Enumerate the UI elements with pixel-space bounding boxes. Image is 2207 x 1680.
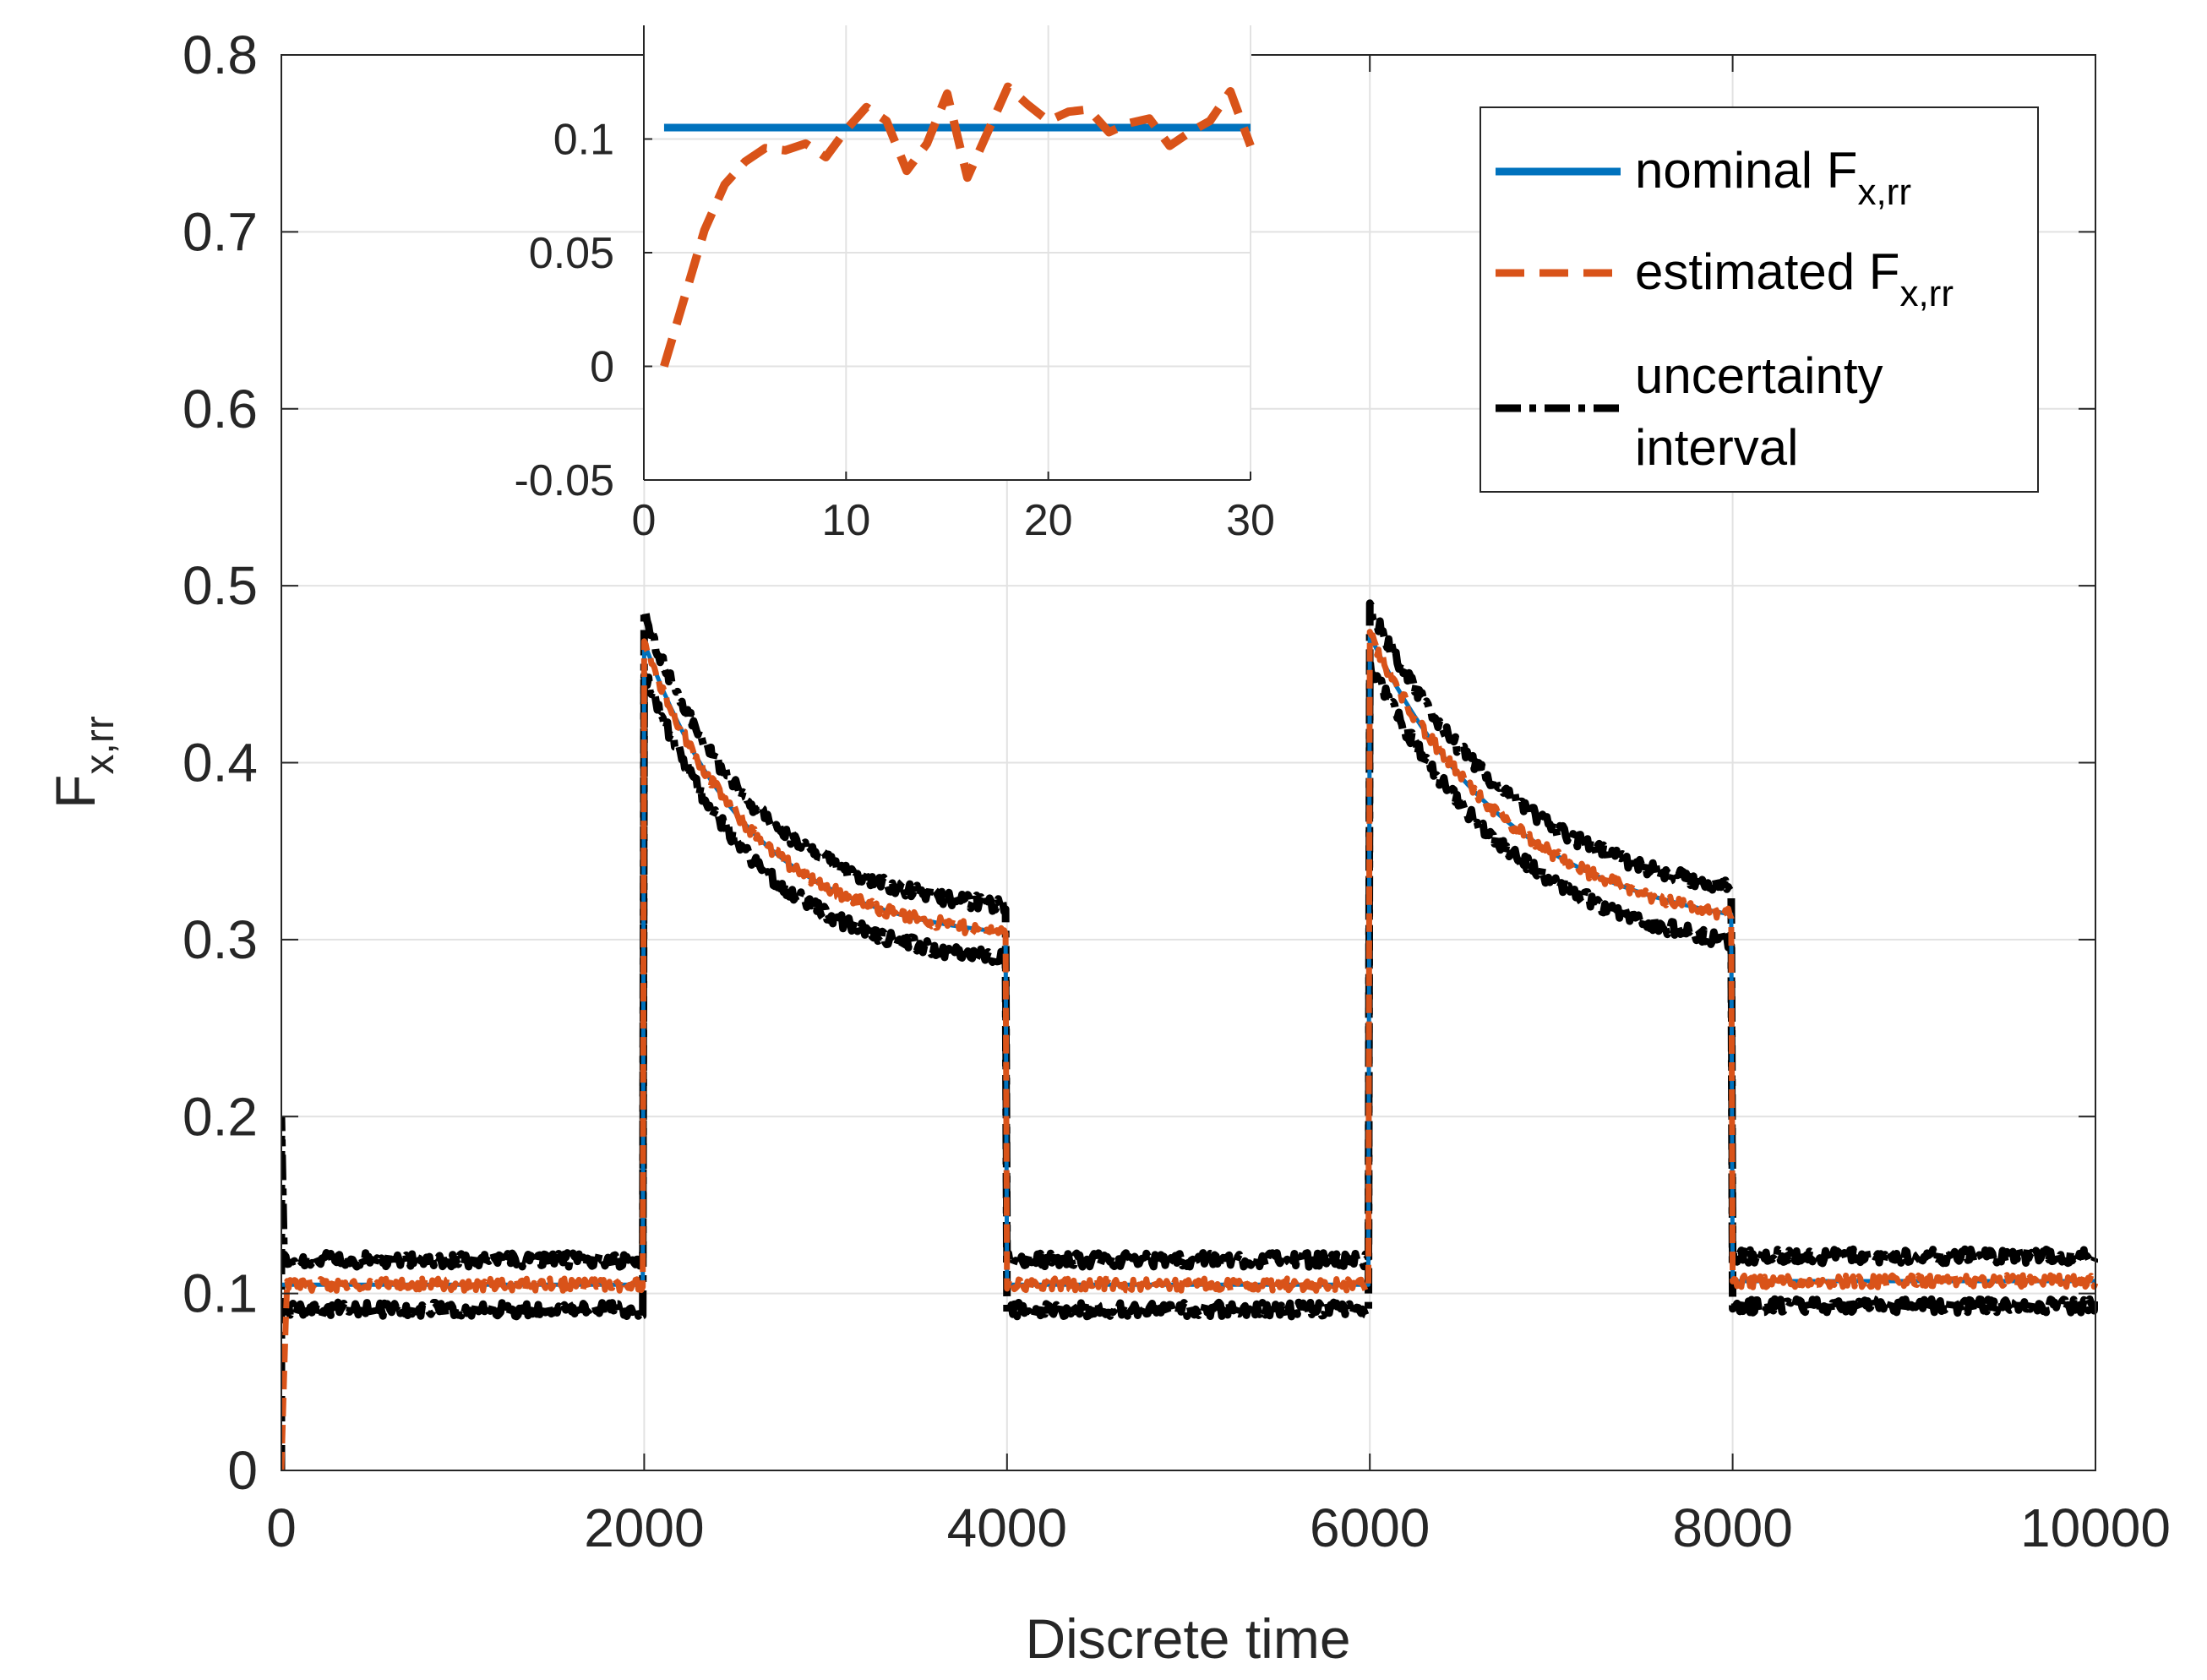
main-y-tick-label: 0.4 [183, 733, 258, 794]
series-uncertainty-upper [281, 599, 2098, 1271]
main-x-tick-labels: 0 2000 4000 6000 8000 10000 [266, 1497, 2171, 1558]
main-y-tick-label: 0.3 [183, 909, 258, 970]
main-y-tick-label: 0.6 [183, 379, 258, 439]
legend: nominal Fx,rr estimated Fx,rr uncertaint… [1480, 106, 2039, 493]
y-axis-title: Fx,rr [44, 716, 123, 809]
main-series-group [281, 599, 2098, 1471]
inset-x-tick-label: 0 [632, 496, 657, 545]
main-x-tick-label: 6000 [1310, 1497, 1430, 1558]
series-estimated [281, 629, 2098, 1471]
legend-label-estimated-main: estimated F [1635, 243, 1899, 300]
main-y-tick-label: 0.1 [183, 1263, 258, 1324]
legend-label-estimated: estimated Fx,rr [1635, 243, 1954, 314]
legend-label-nominal-sub: x,rr [1857, 172, 1911, 213]
y-axis-title-main: F [44, 774, 106, 808]
y-axis-title-sub: x,rr [78, 716, 123, 774]
inset-ticks [643, 138, 1251, 481]
x-axis-title: Discrete time [1025, 1607, 1350, 1670]
main-y-tick-label: 0.5 [183, 555, 258, 616]
main-x-tick-label: 2000 [584, 1497, 704, 1558]
main-x-tick-label: 10000 [2020, 1497, 2171, 1558]
inset-y-tick-label: -0.05 [514, 456, 614, 505]
main-y-tick-label: 0.7 [183, 201, 258, 262]
legend-label-uncertainty-line2: interval [1635, 419, 1798, 476]
legend-label-nominal-main: nominal F [1635, 142, 1857, 199]
inset-x-tick-label: 20 [1024, 496, 1073, 545]
inset-y-tick-labels: -0.05 0 0.05 0.1 [514, 116, 614, 506]
main-x-tick-label: 0 [266, 1497, 297, 1558]
inset-series-group [660, 82, 1255, 368]
inset-x-tick-label: 30 [1226, 496, 1275, 545]
main-x-tick-label: 8000 [1672, 1497, 1792, 1558]
main-x-tick-label: 4000 [947, 1497, 1067, 1558]
main-y-tick-labels: 0 0.1 0.2 0.3 0.4 0.5 0.6 0.7 0.8 [183, 25, 258, 1501]
inset-x-tick-labels: 0 10 20 30 [632, 496, 1275, 545]
inset-y-tick-label: 0 [590, 343, 614, 392]
legend-label-uncertainty-line1: uncertainty [1635, 347, 1883, 404]
inset-x-tick-label: 10 [821, 496, 870, 545]
inset-series-estimated [660, 82, 1255, 368]
main-y-tick-label: 0.2 [183, 1086, 258, 1147]
main-y-tick-label: 0.8 [183, 25, 258, 85]
legend-label-estimated-sub: x,rr [1899, 273, 1954, 314]
inset-y-tick-label: 0.05 [529, 229, 614, 278]
main-initial-transient [281, 1116, 288, 1470]
legend-box [1480, 106, 2039, 493]
inset-y-tick-label: 0.1 [553, 116, 614, 165]
series-uncertainty-lower [281, 655, 2098, 1321]
inset-axes: 0 10 20 30 -0.05 0 0.05 0.1 [514, 25, 1275, 545]
main-y-tick-label: 0 [227, 1440, 258, 1501]
legend-label-nominal: nominal Fx,rr [1635, 142, 1911, 213]
